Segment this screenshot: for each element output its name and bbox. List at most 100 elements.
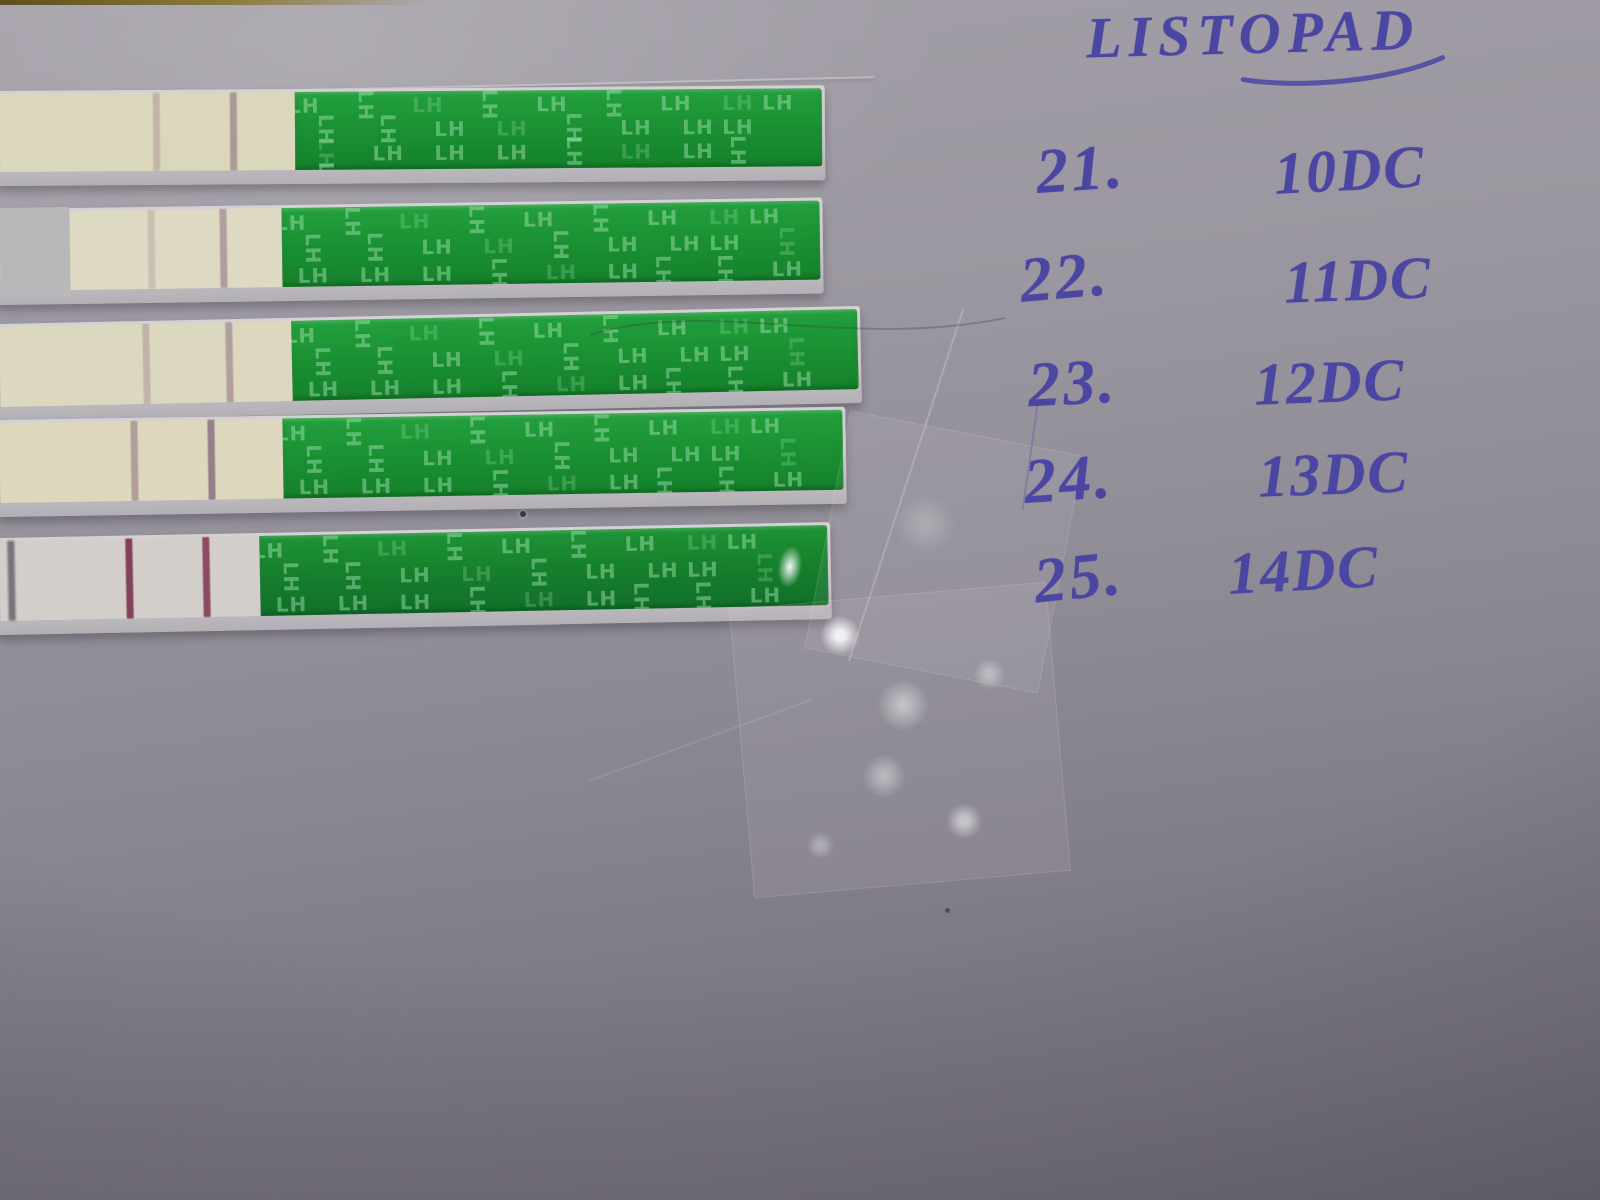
- test-membrane: [0, 208, 283, 291]
- handwritten-date-number: 24.: [1021, 439, 1116, 518]
- lh-pattern-glyph: LH: [523, 586, 556, 612]
- lh-pattern-glyph: LH: [497, 368, 522, 401]
- lh-pattern-glyph: LH: [651, 254, 676, 287]
- lh-pattern-glyph: LH: [555, 371, 588, 397]
- lh-pattern-glyph: LH: [376, 536, 409, 562]
- lh-pattern-glyph: LH: [340, 206, 365, 239]
- lh-pattern-glyph: LH: [341, 416, 366, 449]
- handwritten-date-number: 21.: [1033, 129, 1128, 208]
- lh-pattern: LH LH LH LH LH LH LH LH LH LH LH LH LH LH LH LH LH LH LH LH…: [259, 525, 828, 616]
- lh-pattern: LH LH LH LH LH LH LH LH LH LH LH LH LH LH LH LH LH LH LH LH…: [281, 201, 820, 288]
- control-line: [219, 208, 228, 288]
- handwritten-cycle-day: 11DC: [1282, 244, 1434, 316]
- lh-pattern-glyph: LH: [375, 113, 401, 146]
- lh-pattern-glyph: LH: [708, 204, 741, 230]
- handwritten-date-number: 22.: [1017, 237, 1112, 316]
- strip-green-handle: LH LH LH LH LH LH LH LH LH LH LH LH LH LH LH LH LH LH LH LH…: [294, 88, 823, 170]
- lh-pattern-glyph: LH: [399, 589, 432, 614]
- lh-pattern-glyph: LH: [399, 419, 432, 445]
- control-line: [202, 536, 211, 618]
- lh-pattern-glyph: LH: [607, 258, 640, 284]
- lh-pattern-glyph: LH: [721, 90, 754, 115]
- lh-pattern-glyph: LH: [566, 529, 591, 562]
- lh-pattern: LH LH LH LH LH LH LH LH LH LH LH LH LH LH LH LH LH LH LH LH…: [282, 410, 843, 499]
- handwritten-date-number: 25.: [1030, 536, 1127, 617]
- control-line: [225, 322, 234, 403]
- lh-pattern-glyph: LH: [652, 465, 677, 498]
- lh-pattern-glyph: LH: [434, 116, 466, 141]
- table-surface-edge: [0, 0, 430, 5]
- test-line: [152, 92, 161, 171]
- lh-pattern-glyph: LH: [301, 444, 327, 476]
- lh-pattern-glyph: LH: [421, 235, 453, 260]
- lh-pattern-glyph: LH: [601, 88, 626, 120]
- lh-pattern-glyph: LH: [314, 147, 338, 170]
- lh-pattern-glyph: LH: [588, 202, 613, 235]
- lh-pattern-glyph: LH: [340, 560, 366, 593]
- lh-pattern-glyph: LH: [647, 415, 680, 441]
- lh-pattern-glyph: LH: [562, 136, 587, 168]
- lh-pattern-glyph: LH: [300, 233, 326, 266]
- handwritten-date-number: 23.: [1026, 344, 1119, 421]
- lh-pattern-glyph: LH: [775, 436, 801, 469]
- lh-pattern-glyph: LH: [422, 445, 454, 471]
- test-line: [147, 209, 156, 289]
- lh-pattern-glyph: LH: [608, 469, 641, 495]
- lh-pattern-glyph: LH: [408, 321, 441, 346]
- lh-pattern-glyph: LH: [617, 370, 650, 395]
- lh-pattern-glyph: LH: [589, 412, 614, 445]
- lh-pattern-glyph: LH: [422, 472, 455, 498]
- lh-pattern-glyph: LH: [353, 89, 378, 122]
- lh-pattern-glyph: LH: [585, 585, 618, 611]
- lh-pattern-glyph: LH: [487, 256, 512, 288]
- lh-pattern-glyph: LH: [488, 467, 513, 499]
- lh-pattern-glyph: LH: [411, 92, 444, 118]
- lh-pattern-glyph: LH: [659, 91, 692, 116]
- lh-test-strip-1: LH LH LH LH LH LH LH LH LH LH LH LH LH LH LH LH LH LH LH LH…: [0, 85, 826, 187]
- lh-pattern-glyph: LH: [431, 373, 464, 399]
- lh-pattern-glyph: LH: [629, 581, 654, 614]
- strip-green-handle: LH LH LH LH LH LH LH LH LH LH LH LH LH LH LH LH LH LH LH LH…: [282, 409, 844, 499]
- lh-pattern-glyph: LH: [496, 116, 528, 141]
- lh-pattern-glyph: LH: [465, 584, 490, 617]
- lh-pattern-glyph: LH: [545, 259, 578, 285]
- lh-pattern-glyph: LH: [774, 226, 800, 259]
- lh-pattern-glyph: LH: [713, 253, 738, 286]
- test-line: [142, 323, 151, 404]
- lh-pattern-glyph: LH: [546, 470, 579, 496]
- lh-pattern-glyph: LH: [714, 464, 739, 497]
- lh-pattern-glyph: LH: [434, 140, 466, 165]
- handwritten-cycle-day: 13DC: [1256, 438, 1411, 510]
- test-line: [125, 538, 134, 619]
- test-membrane: [0, 418, 284, 503]
- lh-pattern-glyph: LH: [624, 531, 657, 557]
- lh-pattern-glyph: LH: [726, 135, 751, 167]
- lh-pattern-glyph: LH: [646, 205, 679, 231]
- test-membrane: [0, 320, 293, 407]
- handwritten-cycle-day: 12DC: [1252, 346, 1407, 418]
- test-line: [130, 420, 139, 501]
- control-line: [229, 92, 238, 171]
- lh-pattern: LH LH LH LH LH LH LH LH LH LH LH LH LH LH LH LH LH LH LH LH…: [295, 88, 823, 170]
- lh-pattern-glyph: LH: [372, 344, 398, 377]
- title-underline: [1240, 55, 1446, 86]
- lh-test-strip-2: LH LH LH LH LH LH LH LH LH LH LH LH LH LH LH LH LH LH LH LH…: [0, 197, 824, 306]
- handwritten-cycle-day: 10DC: [1272, 133, 1427, 207]
- lh-pattern-glyph: LH: [709, 414, 742, 440]
- hair-strand: [590, 317, 1006, 336]
- lh-pattern-glyph: LH: [496, 140, 528, 165]
- lh-pattern-glyph: LH: [278, 561, 304, 594]
- clear-tape-piece: [728, 581, 1072, 899]
- lh-pattern-glyph: LH: [398, 209, 431, 234]
- lh-pattern-glyph: LH: [620, 139, 652, 164]
- handwritten-cycle-day: 14DC: [1226, 533, 1381, 607]
- lh-pattern-glyph: LH: [310, 346, 336, 379]
- test-membrane: [0, 536, 261, 621]
- lh-pattern-glyph: LH: [398, 562, 431, 588]
- lh-pattern-glyph: LH: [421, 261, 454, 286]
- lh-pattern-glyph: LH: [362, 232, 388, 265]
- lh-test-strip-4: LH LH LH LH LH LH LH LH LH LH LH LH LH LH LH LH LH LH LH LH…: [0, 406, 847, 518]
- lh-pattern-glyph: LH: [752, 552, 778, 585]
- control-line: [207, 419, 216, 500]
